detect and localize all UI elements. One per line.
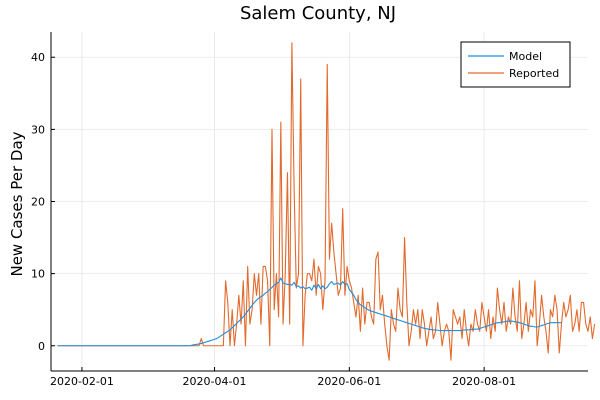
model-line (57, 277, 562, 347)
y-tick-label: 20 (31, 196, 45, 209)
axes (50, 32, 588, 372)
y-tick-labels: 0 10 20 30 40 (31, 51, 45, 353)
x-tick-label: 2020-02-01 (50, 375, 114, 388)
x-tick-label: 2020-04-01 (183, 375, 247, 388)
grid-lines (51, 32, 588, 371)
plot-lines (57, 42, 596, 361)
y-tick-label: 0 (38, 340, 45, 353)
legend-label-model: Model (509, 50, 542, 63)
legend: Model Reported (460, 41, 571, 88)
y-tick-label: 10 (31, 268, 45, 281)
y-tick-label: 30 (31, 123, 45, 136)
y-axis-label: New Cases Per Day (8, 131, 26, 276)
x-tick-label: 2020-08-01 (452, 375, 516, 388)
y-tick-label: 40 (31, 51, 45, 64)
x-tick-labels: 2020-02-01 2020-04-01 2020-06-01 2020-08-01 (50, 375, 516, 388)
x-tick-label: 2020-06-01 (317, 375, 381, 388)
legend-box (460, 41, 571, 88)
chart-title: Salem County, NJ (240, 3, 396, 24)
legend-label-reported: Reported (509, 67, 559, 80)
